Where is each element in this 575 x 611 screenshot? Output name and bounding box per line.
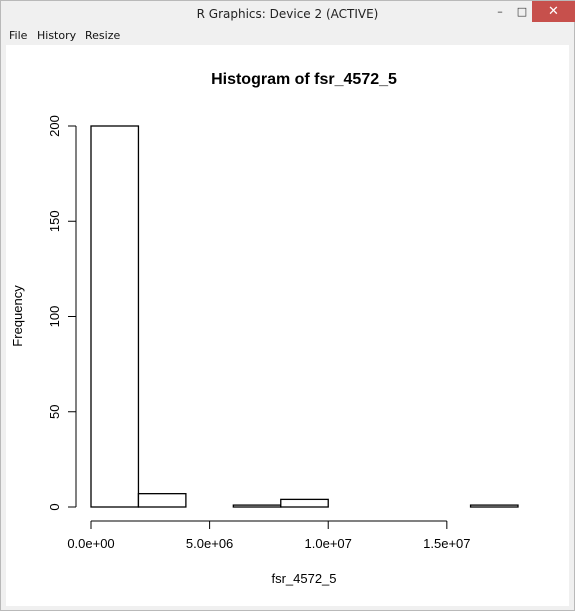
menu-bar: File History Resize xyxy=(1,28,574,45)
y-axis: 0 50 100 150 200 xyxy=(47,115,77,511)
close-button[interactable]: ✕ xyxy=(532,1,575,22)
y-tick-label: 150 xyxy=(47,210,62,232)
menu-file[interactable]: File xyxy=(9,29,28,42)
bars-group xyxy=(90,125,519,508)
chart-title: Histogram of fsr_4572_5 xyxy=(211,71,397,88)
histogram-bar xyxy=(280,498,329,508)
histogram-bar xyxy=(232,504,282,508)
window-title: R Graphics: Device 2 (ACTIVE) xyxy=(196,7,379,21)
menu-resize[interactable]: Resize xyxy=(85,29,121,42)
menu-history[interactable]: History xyxy=(37,29,77,42)
y-tick-label: 0 xyxy=(47,503,62,510)
x-tick-label: 1.5e+07 xyxy=(423,536,470,551)
x-tick-label: 0.0e+00 xyxy=(67,536,114,551)
histogram-bar xyxy=(137,493,187,508)
histogram-bar xyxy=(90,125,140,508)
x-tick-label: 1.0e+07 xyxy=(305,536,352,551)
x-tick-label: 5.0e+06 xyxy=(186,536,233,551)
x-axis-label: fsr_4572_5 xyxy=(271,571,336,586)
x-axis: 0.0e+00 5.0e+06 1.0e+07 1.5e+07 xyxy=(67,520,471,551)
minimize-button[interactable]: – xyxy=(497,5,503,18)
y-tick-label: 100 xyxy=(47,306,62,328)
y-tick-label: 200 xyxy=(47,115,62,137)
y-tick-label: 50 xyxy=(47,405,62,419)
histogram-plot: Histogram of fsr_4572_5 fsr_4572_5 Frequ… xyxy=(10,71,519,586)
y-axis-label: Frequency xyxy=(10,285,25,347)
maximize-button[interactable]: □ xyxy=(516,5,528,18)
histogram-bar xyxy=(469,504,519,508)
title-bar[interactable]: R Graphics: Device 2 (ACTIVE) – □ ✕ xyxy=(1,1,575,28)
plot-canvas: Histogram of fsr_4572_5 fsr_4572_5 Frequ… xyxy=(6,45,569,606)
